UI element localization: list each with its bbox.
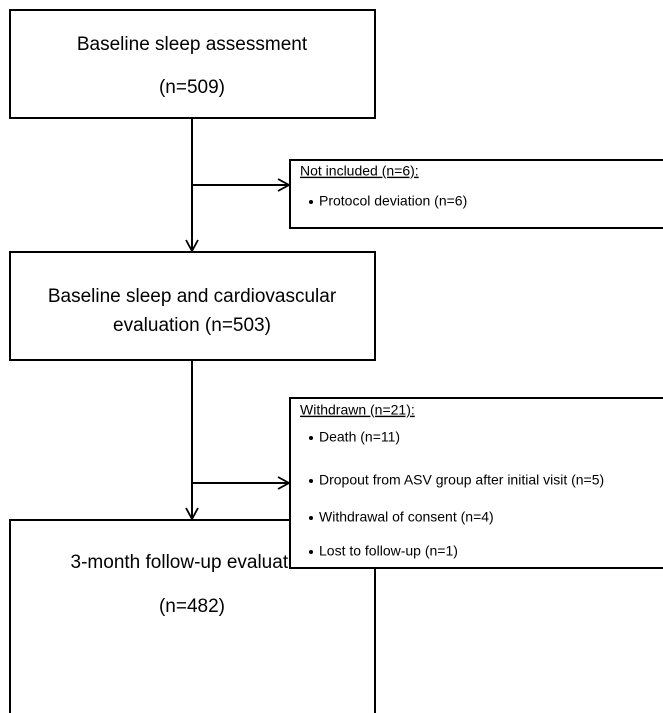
bullet: [309, 436, 313, 440]
node-label: Baseline sleep assessment: [77, 34, 308, 55]
exclusion-title: Not included (n=6):: [300, 163, 419, 179]
node-label: 3-month follow-up evaluation: [71, 552, 314, 573]
node-label: Baseline sleep and cardiovascular: [48, 286, 337, 307]
exclusion-box: [289, 397, 663, 569]
exclusion-item: Lost to follow-up (n=1): [319, 543, 458, 559]
bullet: [309, 516, 313, 520]
bullet: [309, 550, 313, 554]
exclusion-item: Dropout from ASV group after initial vis…: [319, 472, 604, 488]
bullet: [309, 200, 313, 204]
node-box: [9, 251, 376, 361]
bullet: [309, 479, 313, 483]
exclusion-box: [289, 159, 663, 229]
exclusion-title: Withdrawn (n=21):: [300, 402, 415, 418]
node-count: (n=482): [159, 596, 225, 617]
node-count: evaluation (n=503): [113, 315, 271, 336]
exclusion-item: Death (n=11): [319, 429, 400, 445]
exclusion-item: Withdrawal of consent (n=4): [319, 509, 494, 525]
node-box: [9, 9, 376, 119]
exclusion-content: Not included (n=6): Protocol deviation (n…: [300, 163, 604, 559]
exclusion-item: Protocol deviation (n=6): [319, 193, 467, 209]
node-count: (n=509): [159, 77, 225, 98]
